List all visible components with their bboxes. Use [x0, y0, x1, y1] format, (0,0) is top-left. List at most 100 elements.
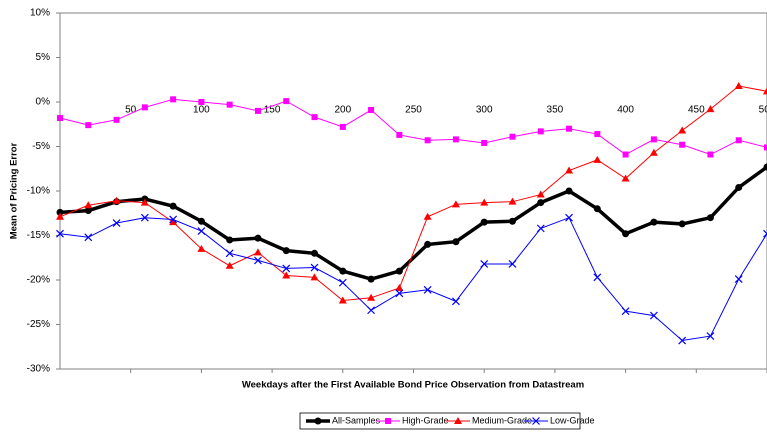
data-point	[282, 264, 291, 273]
data-point	[226, 236, 234, 244]
x-tick-label: 50	[125, 105, 137, 116]
data-point	[170, 96, 177, 103]
data-point	[85, 122, 92, 129]
data-point	[169, 215, 178, 224]
legend-marker	[454, 417, 462, 424]
data-point	[706, 105, 715, 113]
data-point	[140, 198, 149, 206]
data-point	[112, 219, 121, 227]
data-point	[310, 273, 319, 281]
x-tick-label: 300	[476, 105, 493, 116]
y-tick-label: -15%	[27, 230, 50, 241]
data-point	[226, 101, 233, 108]
y-tick-label: -10%	[27, 186, 50, 197]
legend-label: All-Samples	[332, 415, 381, 425]
data-point	[706, 332, 715, 340]
data-point	[678, 336, 687, 345]
x-tick-label: 400	[617, 105, 634, 116]
data-point	[452, 136, 459, 143]
data-point	[565, 166, 574, 174]
y-tick-label: -5%	[32, 141, 50, 152]
x-tick-label: 150	[264, 105, 281, 116]
data-point	[56, 229, 64, 238]
data-point	[481, 139, 488, 146]
series-line	[59, 165, 767, 281]
x-tick-label: 350	[547, 105, 564, 116]
data-point	[253, 248, 262, 256]
data-point	[423, 285, 432, 294]
series-line	[59, 85, 767, 301]
x-tick-label: 450	[688, 105, 705, 116]
data-point	[225, 261, 234, 269]
data-point	[593, 205, 601, 213]
data-point	[622, 230, 630, 238]
data-point	[112, 196, 121, 204]
legend-marker	[385, 418, 391, 424]
data-point	[594, 131, 601, 138]
data-point	[764, 144, 767, 151]
data-point	[621, 307, 630, 316]
data-point	[311, 114, 318, 121]
data-point	[197, 244, 206, 252]
data-point	[367, 275, 375, 283]
data-point	[197, 227, 206, 235]
data-point	[452, 238, 460, 246]
data-point	[84, 201, 93, 209]
data-point	[566, 125, 573, 132]
data-point	[282, 247, 290, 255]
data-point	[763, 87, 767, 95]
data-point	[480, 218, 488, 226]
data-point	[735, 137, 742, 144]
data-point	[311, 249, 319, 257]
data-point	[395, 284, 404, 292]
data-point	[396, 131, 403, 138]
data-point	[367, 306, 376, 315]
data-point	[423, 212, 432, 220]
data-point	[338, 296, 347, 304]
data-point	[424, 137, 431, 144]
data-point	[593, 273, 602, 282]
data-point	[310, 263, 319, 272]
data-point	[197, 217, 205, 225]
data-point	[593, 155, 602, 163]
y-axis-title: Mean of Pricing Error	[9, 142, 20, 239]
data-point	[650, 218, 658, 226]
data-point	[451, 297, 460, 306]
data-point	[763, 163, 767, 171]
data-point	[395, 289, 404, 298]
data-point	[679, 141, 686, 148]
x-tick-label: 250	[405, 105, 422, 116]
legend-marker	[314, 417, 322, 425]
data-point	[282, 271, 291, 279]
x-tick-label: 500	[759, 105, 767, 116]
data-point	[56, 212, 64, 220]
data-point	[565, 187, 573, 195]
y-tick-label: 5%	[36, 52, 51, 63]
data-point	[622, 151, 629, 158]
y-tick-label: -20%	[27, 275, 50, 286]
legend-label: High-Grade	[402, 415, 449, 425]
data-point	[508, 260, 517, 268]
data-point	[734, 275, 743, 284]
data-point	[368, 107, 375, 114]
data-point	[56, 208, 64, 216]
y-tick-label: -30%	[27, 364, 50, 375]
data-point	[649, 148, 658, 156]
data-point	[339, 267, 347, 275]
data-point	[536, 190, 545, 198]
data-point	[734, 81, 743, 89]
data-point	[649, 311, 658, 320]
y-tick-label: 0%	[36, 97, 51, 108]
data-point	[508, 197, 517, 205]
x-tick-label: 200	[334, 105, 351, 116]
data-point	[537, 199, 545, 207]
x-tick-label: 100	[193, 105, 210, 116]
y-tick-label: -25%	[27, 319, 50, 330]
data-point	[254, 107, 261, 114]
data-point	[650, 136, 657, 143]
data-point	[395, 267, 403, 275]
data-point	[536, 224, 545, 233]
data-point	[140, 213, 149, 222]
data-point	[480, 260, 489, 268]
